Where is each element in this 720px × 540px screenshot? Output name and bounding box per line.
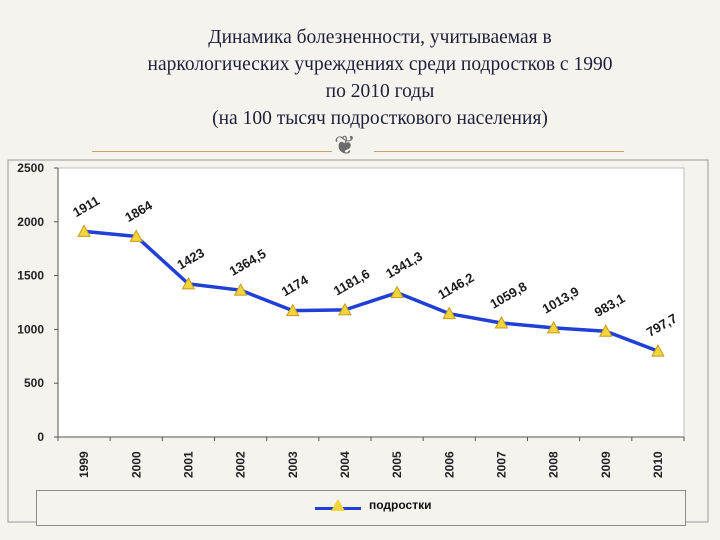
decorative-rule-left xyxy=(92,151,332,152)
title-line-4: (на 100 тысяч подросткового населения) xyxy=(212,108,548,129)
y-tick-label: 500 xyxy=(24,376,44,390)
x-tick-label: 1999 xyxy=(77,451,91,478)
data-point-marker xyxy=(285,303,300,317)
data-point-marker xyxy=(181,276,196,290)
x-tick-label: 2007 xyxy=(494,451,508,478)
legend-triangle-marker-icon xyxy=(331,499,345,511)
x-tick-label: 2001 xyxy=(181,451,195,478)
data-point-marker xyxy=(129,229,144,242)
title-line-3: по 2010 годы xyxy=(325,81,435,102)
x-tick-label: 2010 xyxy=(651,451,665,478)
legend-label: подростки xyxy=(369,498,432,512)
x-tick-label: 2002 xyxy=(234,451,248,478)
data-point-marker xyxy=(651,344,665,357)
x-tick-label: 2003 xyxy=(286,451,300,478)
data-point-marker xyxy=(546,320,561,334)
data-point-marker xyxy=(598,324,613,337)
x-tick-label: 2004 xyxy=(338,451,352,478)
title-line-1: Динамика болезненности, учитываемая в xyxy=(208,27,552,48)
decorative-rule-right xyxy=(374,151,624,152)
data-point-marker xyxy=(390,285,404,299)
data-point-marker xyxy=(494,315,509,329)
x-tick-label: 2000 xyxy=(129,451,143,478)
y-tick-label: 1000 xyxy=(17,322,44,336)
x-tick-label: 2006 xyxy=(442,451,456,478)
y-tick-label: 2000 xyxy=(17,215,44,229)
chart-title: Динамика болезненности, учитываемая в на… xyxy=(60,24,700,132)
legend: подростки xyxy=(36,490,686,526)
data-point-marker xyxy=(77,224,91,237)
x-tick-label: 2008 xyxy=(547,451,561,478)
title-line-2: наркологических учреждениях среди подрос… xyxy=(147,54,613,75)
data-point-marker xyxy=(233,283,248,296)
y-tick-label: 0 xyxy=(37,430,44,444)
series-line-podrostki xyxy=(83,229,659,353)
data-point-marker xyxy=(338,302,352,316)
data-point-marker xyxy=(442,306,457,320)
y-tick-label: 1500 xyxy=(17,269,44,283)
x-tick-label: 2005 xyxy=(390,451,404,478)
y-tick-label: 2500 xyxy=(17,161,44,175)
ornament-icon: ❦ xyxy=(334,131,356,161)
x-tick-label: 2009 xyxy=(599,451,613,478)
